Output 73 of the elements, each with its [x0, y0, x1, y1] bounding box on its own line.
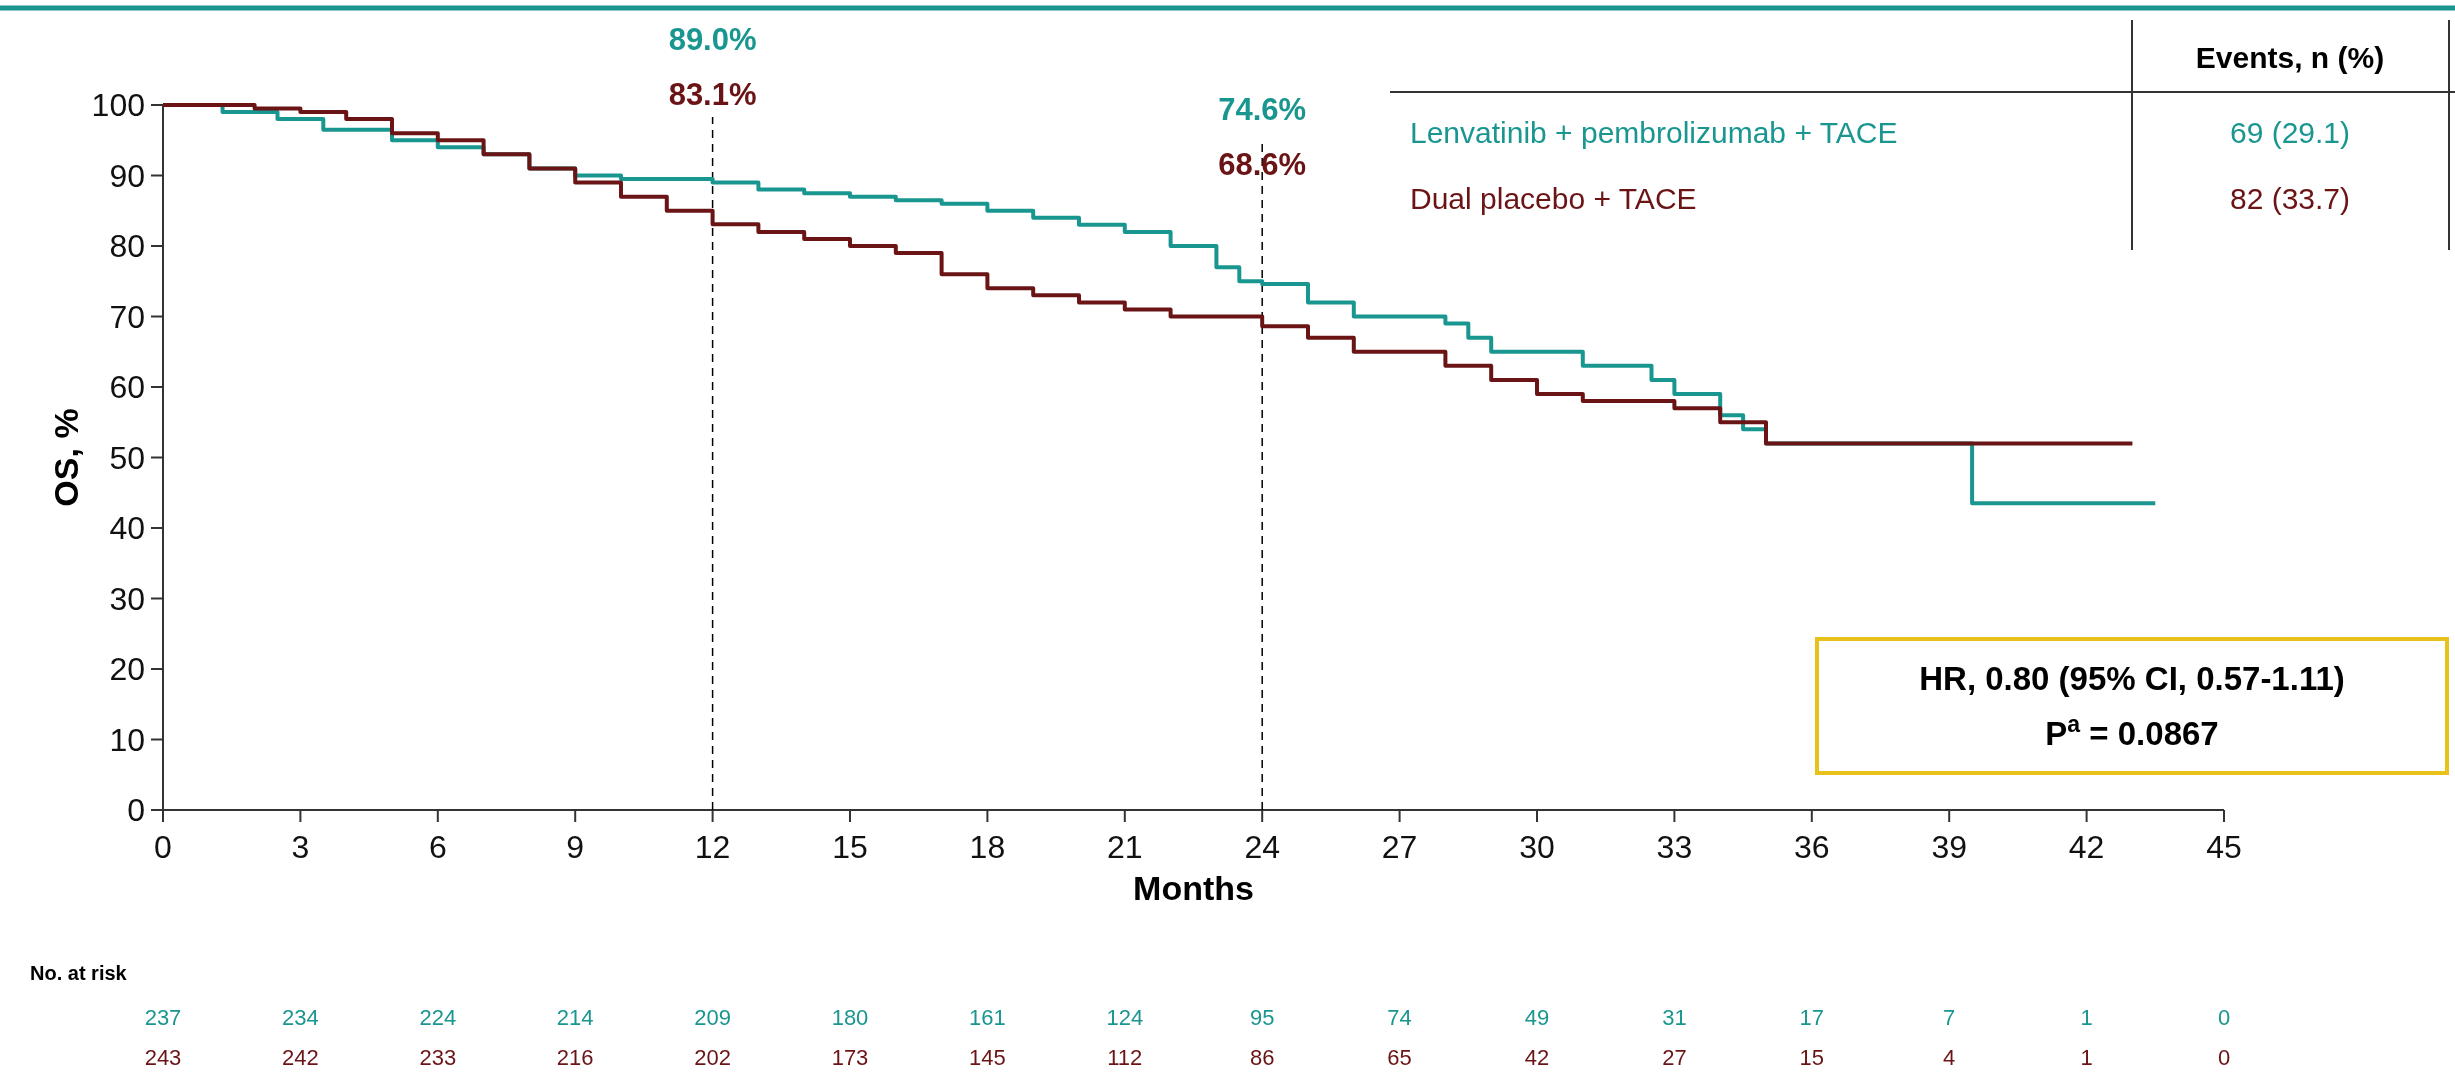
x-tick-label: 12 — [694, 829, 731, 865]
x-tick-label: 39 — [1931, 829, 1967, 865]
text: 89.0% — [668, 22, 757, 57]
annotation: 83.1% — [668, 77, 757, 112]
x-tick-label: 3 — [291, 829, 310, 865]
text: 1 — [2080, 1005, 2093, 1030]
text: 216 — [556, 1045, 594, 1070]
text: 74 — [1387, 1005, 1412, 1030]
x-tick-label: 27 — [1381, 829, 1418, 865]
text: 234 — [282, 1005, 319, 1030]
annotation: P$^{a}$ = 0.0867 — [2045, 711, 2219, 752]
annotation: 74.6% — [1218, 92, 1307, 127]
x-tick-label: 42 — [2068, 829, 2105, 865]
text: 145 — [969, 1045, 1006, 1070]
x-tick-label: 33 — [1656, 829, 1693, 865]
y-tick-label: 40 — [109, 510, 145, 546]
x-tick-label: 45 — [2206, 829, 2242, 865]
y-tick-label: 0 — [127, 792, 145, 828]
text: Dual placebo + TACE — [1410, 182, 1697, 215]
text: No. at risk — [30, 962, 128, 984]
text: 161 — [969, 1005, 1006, 1030]
y-tick-label: 60 — [109, 369, 145, 405]
x-tick-label: 24 — [1244, 829, 1280, 865]
text: 95 — [1249, 1005, 1275, 1030]
y-tick-label: 80 — [109, 228, 145, 264]
text: 42 — [1524, 1045, 1550, 1070]
text: 0 — [2217, 1005, 2231, 1030]
text: 7 — [1943, 1005, 1956, 1030]
y-tick-label: 100 — [91, 87, 145, 123]
text: 31 — [1662, 1005, 1687, 1030]
text: 27 — [1662, 1045, 1687, 1070]
text: 86 — [1249, 1045, 1275, 1070]
x-tick-label: 6 — [428, 829, 447, 865]
y-tick-label: 20 — [109, 651, 145, 687]
text: 49 — [1524, 1005, 1550, 1030]
text: 243 — [144, 1045, 182, 1070]
text: 69 (29.1) — [2229, 116, 2351, 149]
x-tick-label: 30 — [1519, 829, 1555, 865]
y-tick-label: 50 — [109, 439, 145, 476]
y-tick-label: 90 — [109, 157, 145, 194]
text: 237 — [144, 1005, 182, 1030]
text: 124 — [1106, 1005, 1144, 1030]
text: 1 — [2080, 1045, 2093, 1070]
legend-title: Events, n (%) — [2195, 41, 2385, 74]
text: 82 (33.7) — [2229, 182, 2351, 215]
annotation: 68.6% — [1218, 147, 1307, 182]
text: 173 — [831, 1045, 869, 1070]
text: 65 — [1387, 1045, 1412, 1070]
text: 214 — [556, 1005, 594, 1030]
x-axis-title: Months — [1133, 869, 1254, 907]
text: 15 — [1799, 1045, 1825, 1070]
x-tick-label: 0 — [154, 829, 172, 865]
text: 112 — [1107, 1045, 1143, 1070]
x-tick-label: 21 — [1107, 829, 1143, 865]
x-tick-label: 9 — [566, 829, 585, 865]
x-tick-label: 36 — [1794, 829, 1830, 865]
x-tick-label: 18 — [969, 829, 1006, 865]
y-axis-title: OS, % — [47, 408, 85, 507]
text: 0 — [2217, 1045, 2231, 1070]
annotation: HR, 0.80 (95% CI, 0.57-1.11) — [1919, 660, 2345, 697]
text: Lenvatinib + pembrolizumab + TACE — [1410, 116, 1898, 149]
text: 17 — [1799, 1005, 1825, 1030]
x-tick-label: 15 — [832, 829, 868, 865]
text: 180 — [831, 1005, 869, 1030]
text: 224 — [419, 1005, 457, 1030]
y-tick-label: 10 — [109, 721, 145, 758]
text: 202 — [694, 1045, 731, 1070]
text: 233 — [419, 1045, 457, 1070]
y-tick-label: 30 — [109, 580, 145, 617]
text: 4 — [1943, 1045, 1956, 1070]
y-tick-label: 70 — [109, 298, 145, 335]
text: 209 — [694, 1005, 731, 1030]
text: 242 — [282, 1045, 319, 1070]
